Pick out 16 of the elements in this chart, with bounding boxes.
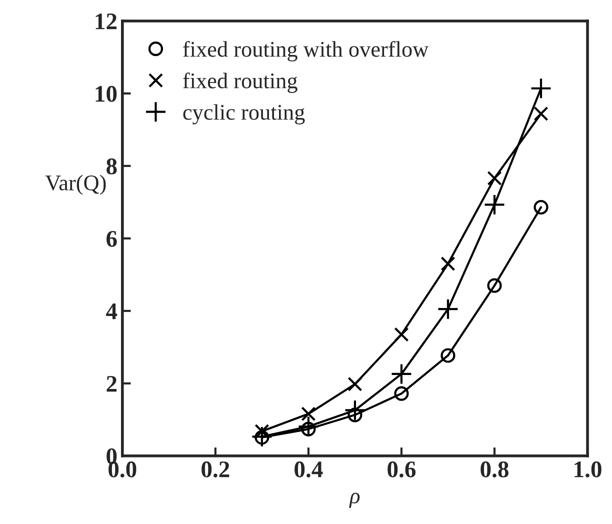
- x-axis-title: ρ: [349, 492, 360, 508]
- x-tick-label: 0.6: [388, 461, 416, 478]
- x-tick-label: 1.0: [574, 461, 602, 478]
- y-tick-label: 4: [106, 304, 118, 320]
- x-tick-label: 0.2: [202, 461, 230, 478]
- y-axis-title: Var(Q): [45, 174, 106, 195]
- y-tick-label: 8: [106, 158, 117, 174]
- x-tick-label: 0.8: [480, 461, 508, 478]
- legend-label: fixed routing with overflow: [183, 40, 429, 62]
- x-tick-label: 0.4: [294, 461, 323, 478]
- legend-label: cyclic routing: [183, 104, 305, 124]
- y-tick-label: 12: [96, 14, 117, 30]
- y-tick-label: 10: [96, 86, 117, 102]
- y-tick-label: 6: [106, 230, 117, 247]
- legend-label: fixed routing: [183, 72, 298, 93]
- y-tick-label: 2: [106, 376, 117, 392]
